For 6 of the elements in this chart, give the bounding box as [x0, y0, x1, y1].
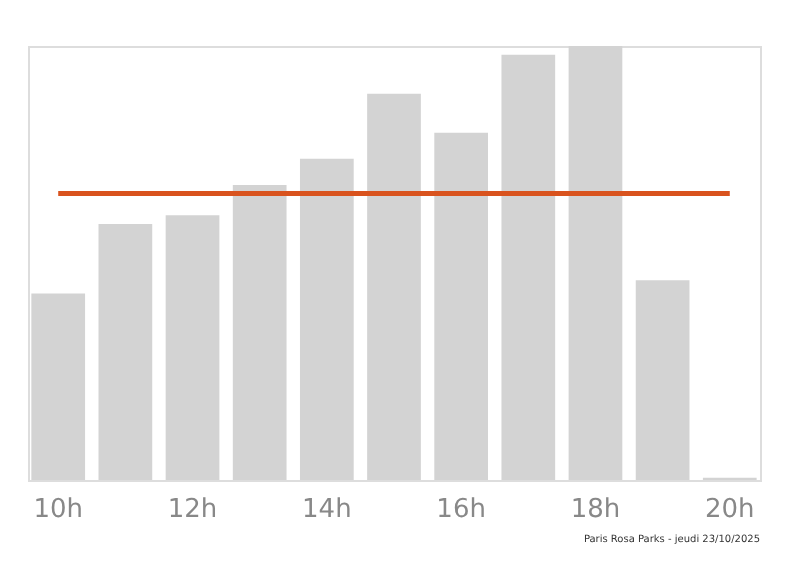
x-tick-label: 14h	[302, 495, 352, 525]
x-tick-label: 12h	[167, 495, 218, 525]
x-tick-label: 16h	[436, 495, 486, 525]
x-tick-label: 18h	[570, 495, 621, 525]
x-tick-label: 10h	[33, 495, 83, 525]
x-tick-label: 20h	[705, 495, 755, 525]
